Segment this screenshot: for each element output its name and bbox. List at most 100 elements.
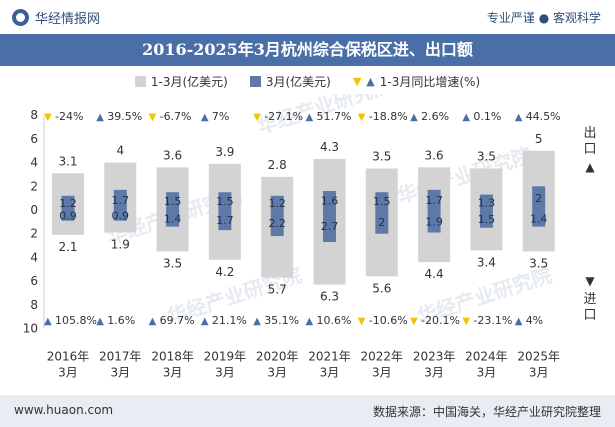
up-triangle-icon: ▲ xyxy=(515,112,523,123)
up-triangle-icon: ▲ xyxy=(149,316,157,327)
export-cum-label: 3.6 xyxy=(163,148,182,162)
legend-label-cum: 1-3月(亿美元) xyxy=(150,74,228,89)
import-cum-label: 6.3 xyxy=(320,290,339,304)
export-yoy-label: -27.1% xyxy=(264,110,303,123)
export-month-bar xyxy=(166,192,180,210)
down-triangle-icon: ▼ xyxy=(44,112,52,123)
export-month-bar xyxy=(61,195,75,210)
export-month-label: 1.7 xyxy=(112,194,130,207)
import-month-label: 1.4 xyxy=(530,212,548,225)
up-triangle-icon: ▲ xyxy=(306,316,314,327)
import-month-bar xyxy=(61,210,75,221)
export-yoy-label: 44.5% xyxy=(526,110,561,123)
x-tick-label-year: 2019年 xyxy=(204,350,247,364)
down-arrow-icon: ▼ xyxy=(585,274,595,288)
export-yoy-label: 2.6% xyxy=(421,110,449,123)
side-label-export-2: 口 xyxy=(583,142,596,157)
x-tick-label-year: 2023年 xyxy=(413,350,456,364)
x-tick-label-month: 3月 xyxy=(372,366,392,380)
import-yoy-label: 1.6% xyxy=(107,314,135,327)
export-month-label: 1.5 xyxy=(373,195,391,208)
x-tick-label-year: 2024年 xyxy=(465,350,508,364)
export-cum-label: 5 xyxy=(535,132,543,146)
x-tick-label-year: 2022年 xyxy=(361,350,404,364)
export-month-bar xyxy=(113,189,127,210)
export-month-label: 1.5 xyxy=(164,195,182,208)
legend: 1-3月(亿美元) 3月(亿美元) ▼ ▲ 1-3月同比增速(%) xyxy=(0,68,615,94)
up-triangle-icon: ▲ xyxy=(96,316,104,327)
down-triangle-icon: ▼ xyxy=(358,316,366,327)
x-tick-label-year: 2016年 xyxy=(47,350,90,364)
export-month-label: 1.7 xyxy=(425,194,443,207)
up-triangle-icon: ▲ xyxy=(96,112,104,123)
import-month-label: 0.9 xyxy=(112,209,130,222)
import-month-bar xyxy=(427,210,441,233)
down-triangle-icon: ▼ xyxy=(149,112,157,123)
import-cum-label: 1.9 xyxy=(111,238,130,252)
import-month-label: 2 xyxy=(378,216,385,229)
export-yoy-label: 0.1% xyxy=(473,110,501,123)
import-month-bar xyxy=(479,210,493,228)
legend-item-yoy: ▼ ▲ 1-3月同比增速(%) xyxy=(353,73,480,90)
y-tick-label: 4 xyxy=(30,250,38,264)
up-arrow-icon: ▲ xyxy=(585,160,595,174)
export-cum-label: 3.1 xyxy=(58,154,77,168)
export-month-bar xyxy=(218,192,232,210)
import-cum-label: 3.5 xyxy=(163,256,182,270)
import-yoy-label: 35.1% xyxy=(264,314,299,327)
y-tick-label: 2 xyxy=(30,179,38,193)
logo-icon xyxy=(12,9,29,26)
import-cum-bar xyxy=(104,210,137,233)
import-month-bar xyxy=(375,210,389,234)
export-month-label: 1.6 xyxy=(321,195,339,208)
y-tick-label: 8 xyxy=(30,108,38,122)
up-triangle-icon: ▲ xyxy=(201,316,209,327)
export-month-bar xyxy=(479,194,493,210)
x-tick-label-month: 3月 xyxy=(58,366,78,380)
brand-slogan: 专业严谨 ● 客观科学 xyxy=(486,11,601,25)
export-cum-label: 3.9 xyxy=(215,145,234,159)
x-tick-label-month: 3月 xyxy=(320,366,340,380)
export-month-bar xyxy=(270,195,284,210)
x-tick-label-year: 2017年 xyxy=(99,350,142,364)
down-triangle-icon: ▼ xyxy=(253,112,261,123)
export-cum-label: 3.5 xyxy=(372,150,391,164)
side-label-import-2: 口 xyxy=(583,308,596,323)
brand-name: 华经情报网 xyxy=(35,12,101,27)
legend-label-yoy: 1-3月同比增速(%) xyxy=(379,74,481,89)
export-yoy-label: -18.8% xyxy=(369,110,408,123)
up-triangle-icon: ▲ xyxy=(410,112,418,123)
import-month-bar xyxy=(323,210,336,242)
legend-label-month: 3月(亿美元) xyxy=(265,74,331,89)
import-cum-label: 3.5 xyxy=(529,256,548,270)
x-tick-label-year: 2021年 xyxy=(308,350,351,364)
import-yoy-label: -20.1% xyxy=(421,314,460,327)
up-triangle-icon: ▲ xyxy=(306,112,314,123)
down-triangle-icon: ▼ xyxy=(462,316,470,327)
up-triangle-icon: ▲ xyxy=(366,74,375,88)
export-cum-label: 2.8 xyxy=(268,158,287,172)
import-cum-label: 3.4 xyxy=(477,255,496,269)
export-cum-label: 3.5 xyxy=(477,150,496,164)
legend-item-cum: 1-3月(亿美元) xyxy=(134,73,228,90)
y-tick-label: 8 xyxy=(30,298,38,312)
y-tick-label: 6 xyxy=(30,132,38,146)
export-month-label: 1.3 xyxy=(478,196,496,209)
export-month-label: 1.2 xyxy=(59,197,77,210)
import-yoy-label: 69.7% xyxy=(160,314,195,327)
legend-swatch-cum xyxy=(134,75,146,87)
import-cum-label: 5.7 xyxy=(268,283,287,297)
import-month-label: 1.5 xyxy=(478,213,496,226)
import-month-bar xyxy=(270,210,284,237)
up-triangle-icon: ▲ xyxy=(44,316,52,327)
x-tick-label-month: 3月 xyxy=(424,366,444,380)
export-yoy-label: -6.7% xyxy=(160,110,192,123)
chart-title: 2016-2025年3月杭州综合保税区进、出口额 xyxy=(142,40,473,59)
side-label-export-1: 出 xyxy=(583,126,596,141)
export-cum-label: 4 xyxy=(116,144,124,158)
up-triangle-icon: ▲ xyxy=(462,112,470,123)
import-cum-label: 4.4 xyxy=(425,267,444,281)
export-month-label: 1.5 xyxy=(216,195,234,208)
export-cum-label: 3.6 xyxy=(425,148,444,162)
